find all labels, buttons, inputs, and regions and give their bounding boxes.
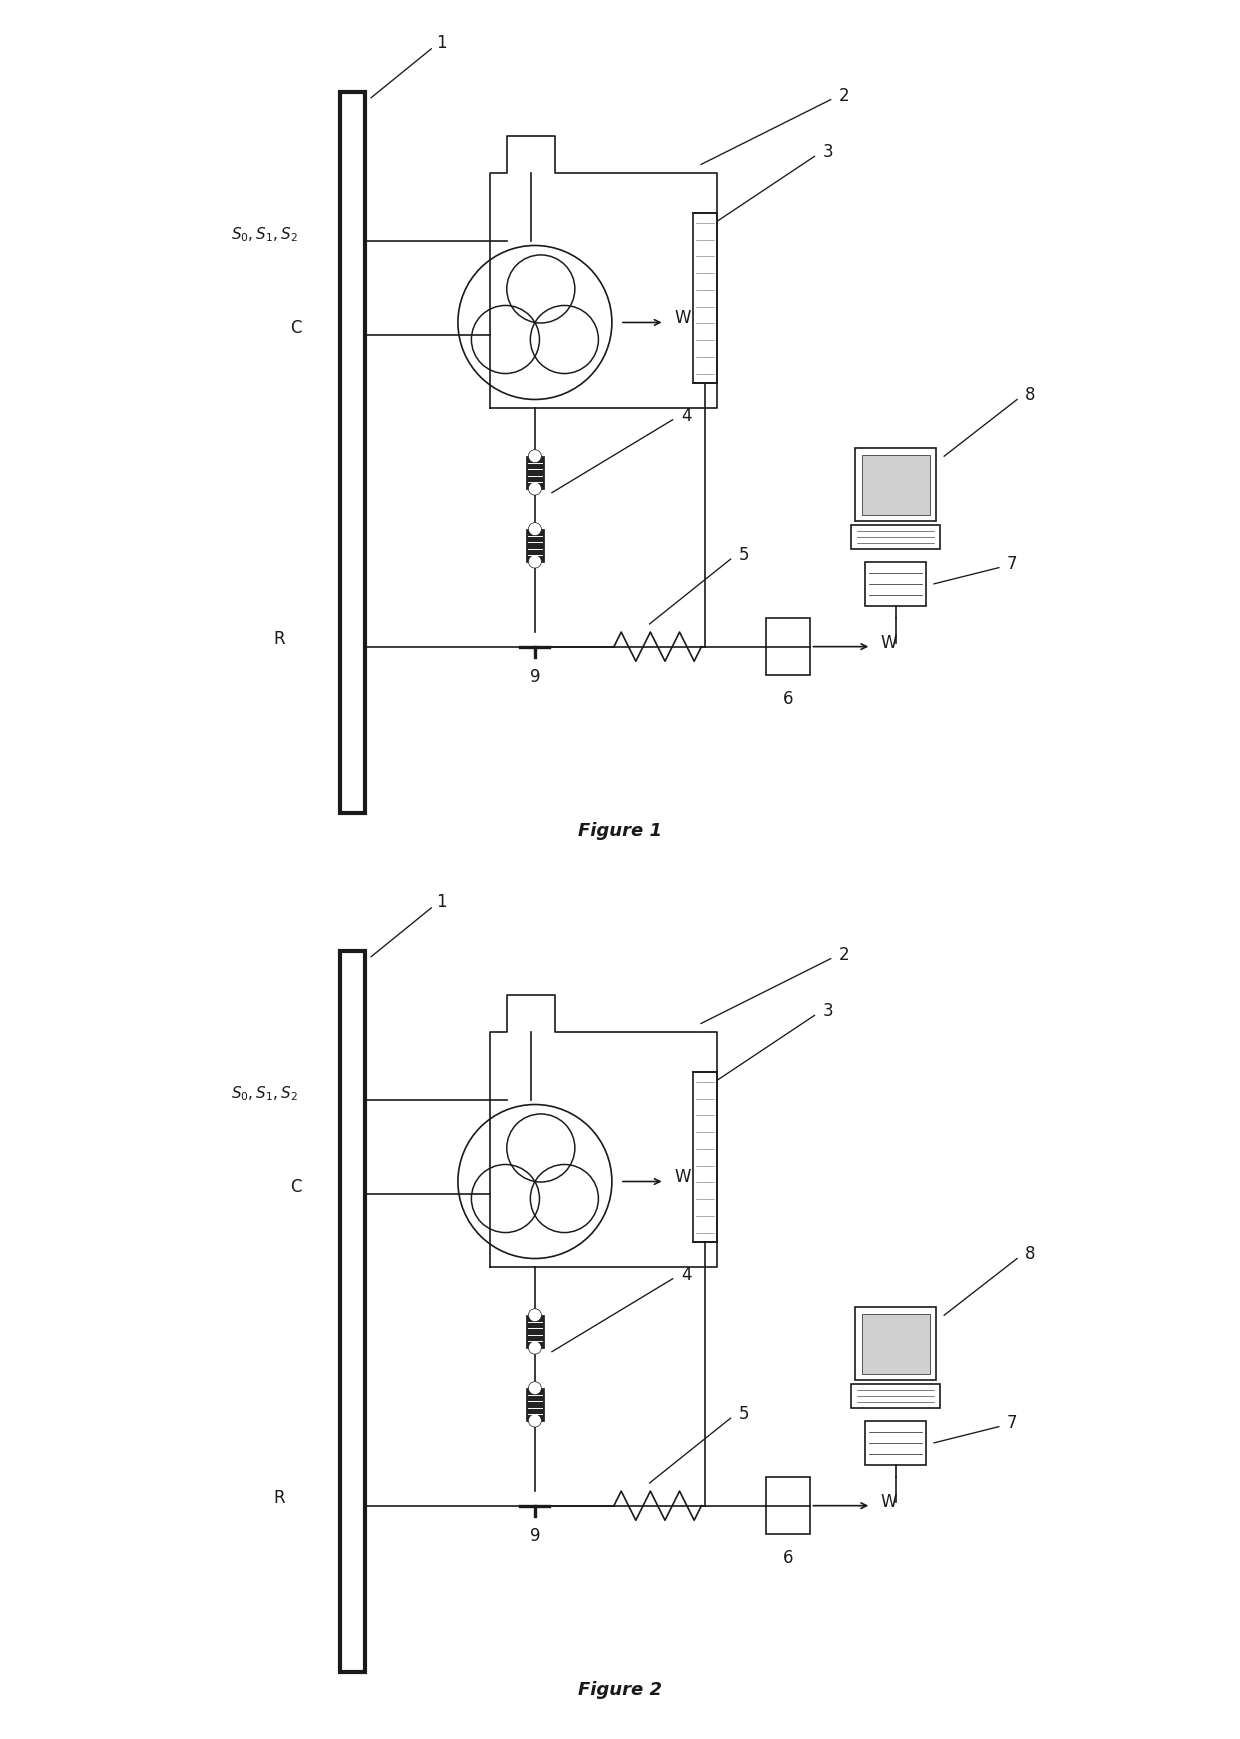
Bar [526,1388,544,1421]
Circle shape [528,1383,542,1395]
Text: 7: 7 [1007,1414,1018,1431]
Circle shape [528,482,542,496]
Circle shape [528,1341,542,1355]
Text: W: W [675,310,691,327]
Text: $S_0, S_1, S_2$: $S_0, S_1, S_2$ [231,226,298,243]
Text: 6: 6 [782,690,794,708]
Text: R: R [274,630,285,647]
Text: 6: 6 [782,1549,794,1567]
Text: Figure 2: Figure 2 [578,1680,662,1699]
Bar [526,456,544,489]
Bar [851,1384,940,1409]
Circle shape [528,523,542,536]
Circle shape [528,1309,542,1322]
Bar [693,1073,717,1242]
Circle shape [528,555,542,569]
Bar [862,1313,930,1374]
Text: 9: 9 [529,668,541,687]
Bar [766,1478,811,1534]
Circle shape [528,450,542,463]
Text: 1: 1 [436,892,448,911]
Bar [526,1315,544,1348]
Text: 8: 8 [1025,1245,1035,1264]
Text: R: R [274,1489,285,1506]
Text: 2: 2 [838,946,849,963]
Bar [526,529,544,562]
Text: C: C [290,320,301,337]
Text: 7: 7 [1007,555,1018,572]
Text: 1: 1 [436,33,448,52]
Text: W: W [880,1492,898,1511]
Text: 3: 3 [822,1002,833,1021]
Bar [856,1308,936,1381]
Text: 2: 2 [838,87,849,104]
Bar [866,1421,926,1466]
Text: 8: 8 [1025,386,1035,405]
Bar [851,525,940,550]
Text: 5: 5 [739,1405,749,1423]
Text: C: C [290,1179,301,1196]
Text: W: W [675,1169,691,1186]
Text: Figure 1: Figure 1 [578,821,662,840]
Bar [866,562,926,607]
Bar [856,449,936,522]
Text: 4: 4 [681,407,691,424]
Bar [862,454,930,515]
Text: W: W [880,633,898,652]
Text: $S_0, S_1, S_2$: $S_0, S_1, S_2$ [231,1085,298,1103]
Bar [341,92,365,812]
Bar [766,619,811,675]
Text: 9: 9 [529,1527,541,1546]
Bar [341,951,365,1671]
Circle shape [528,1414,542,1428]
Text: 3: 3 [822,143,833,162]
Text: 5: 5 [739,546,749,563]
Bar [693,214,717,383]
Text: 4: 4 [681,1266,691,1283]
